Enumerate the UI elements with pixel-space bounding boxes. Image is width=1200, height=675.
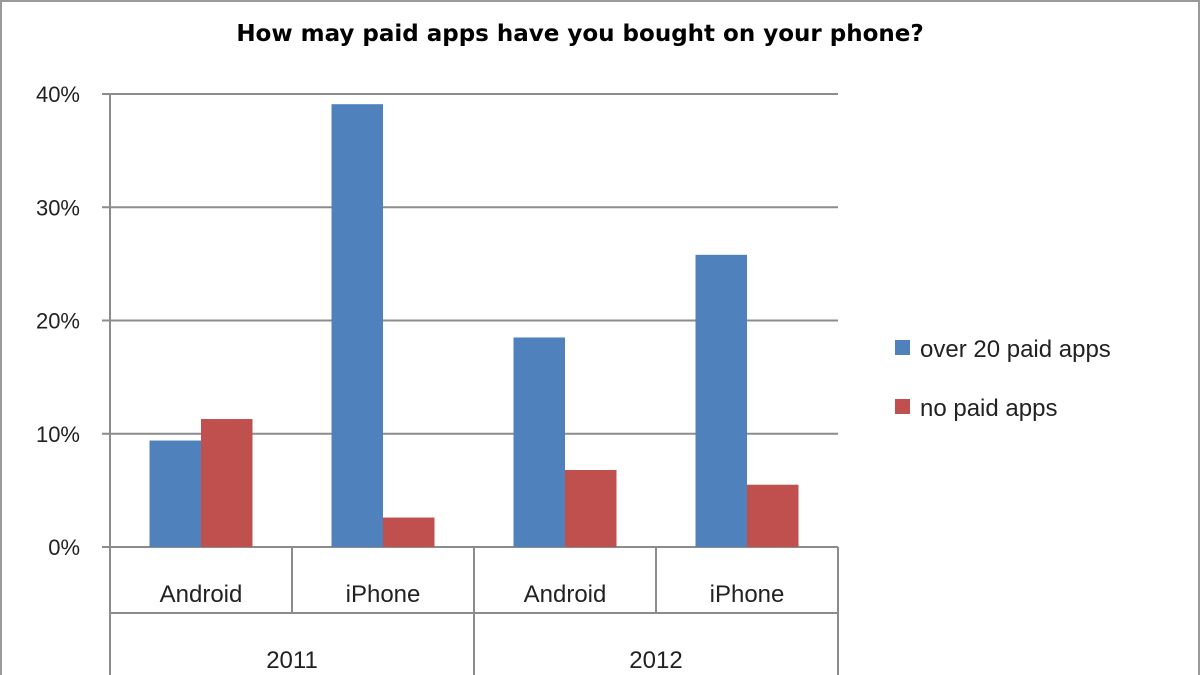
y-tick-label: 10% [36,422,80,447]
y-tick-label: 0% [48,535,80,560]
legend-swatch [895,340,910,355]
bar-over-20-paid-apps-1 [331,104,383,547]
legend-swatch [895,399,910,414]
x-category-label: iPhone [346,581,421,608]
legend-label: over 20 paid apps [920,336,1111,363]
bar-no-paid-apps-0 [201,419,253,547]
x-group-label: 2011 [266,647,318,674]
y-tick-label: 40% [36,82,80,107]
y-tick-label: 20% [36,309,80,334]
x-category-label: iPhone [710,581,785,608]
bar-no-paid-apps-1 [383,517,435,547]
bar-no-paid-apps-3 [747,484,799,547]
bar-over-20-paid-apps-3 [695,254,747,547]
legend-label: no paid apps [920,395,1057,422]
bar-no-paid-apps-2 [565,469,617,547]
bar-over-20-paid-apps-2 [513,337,565,547]
x-category-label: Android [524,581,607,608]
chart-title: How may paid apps have you bought on you… [236,21,923,47]
x-group-label: 2012 [629,647,682,674]
bar-over-20-paid-apps-0 [149,440,201,547]
y-tick-label: 30% [36,195,80,220]
x-category-label: Android [160,581,243,608]
